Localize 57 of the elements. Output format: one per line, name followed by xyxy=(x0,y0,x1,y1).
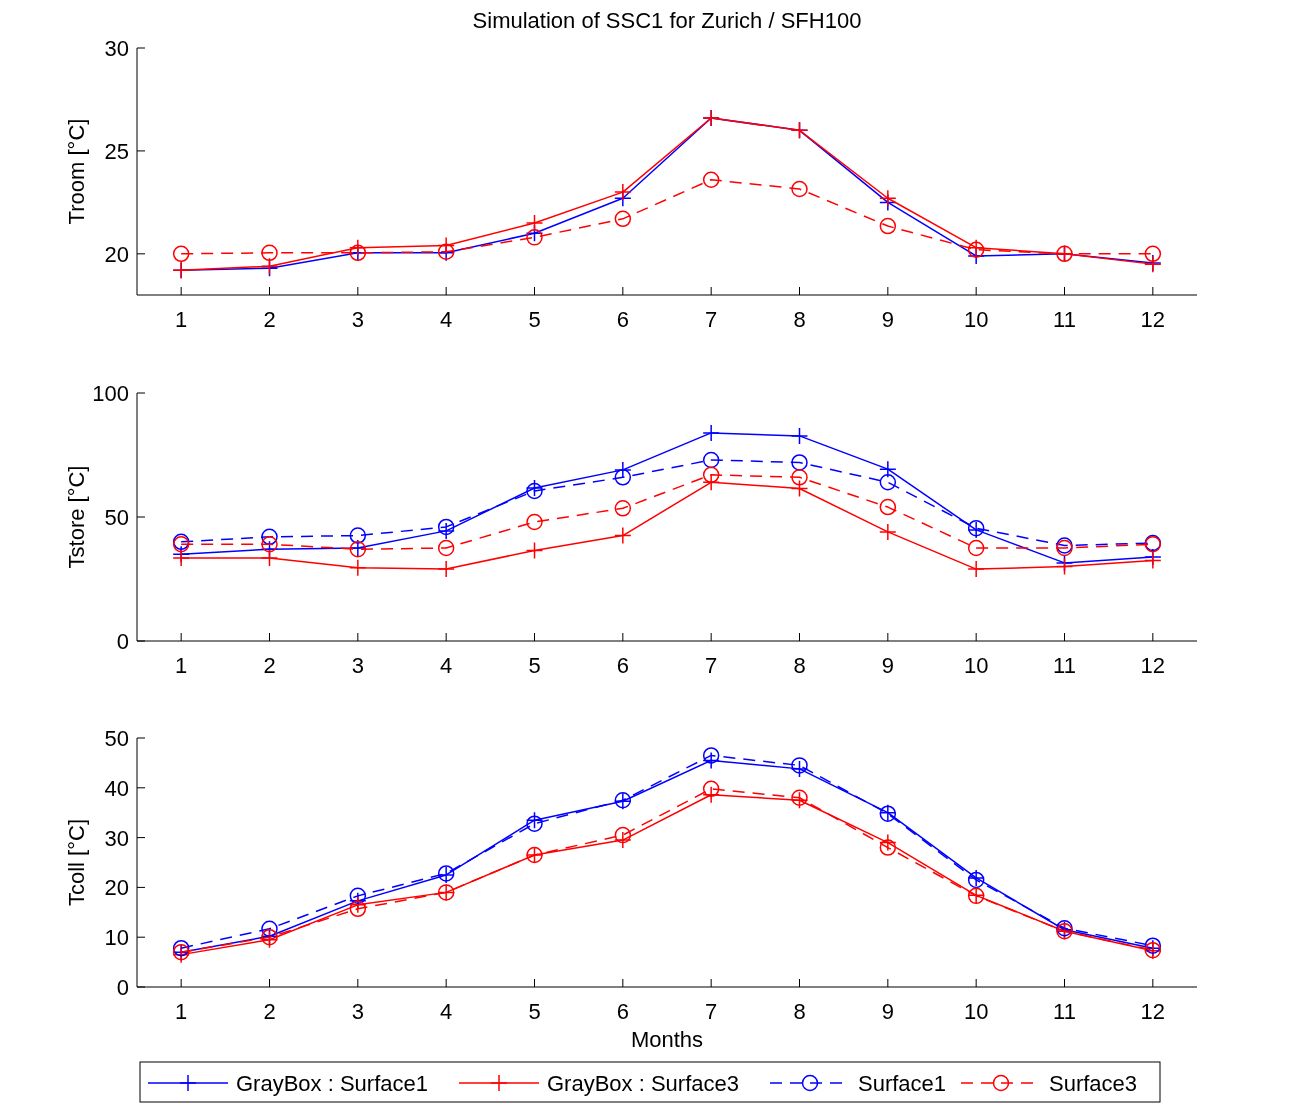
x-tick-label: 5 xyxy=(528,653,541,678)
y-tick-label: 50 xyxy=(104,505,129,530)
x-tick-label: 1 xyxy=(175,999,188,1024)
y-axis-title: Tcoll [°C] xyxy=(64,818,89,907)
chart-title: Simulation of SSC1 for Zurich / SFH100 xyxy=(472,8,862,33)
x-tick-label: 2 xyxy=(263,307,276,332)
x-tick-label: 1 xyxy=(175,653,188,678)
x-tick-label: 10 xyxy=(963,653,989,678)
x-tick-label: 7 xyxy=(705,653,718,678)
y-tick-label: 25 xyxy=(104,138,129,164)
x-tick-label: 3 xyxy=(351,307,364,332)
y-tick-label: 10 xyxy=(104,925,129,951)
x-axis-title: Months xyxy=(630,1027,704,1052)
legend-label: GrayBox : Surface3 xyxy=(547,1071,739,1096)
x-tick-label: 7 xyxy=(705,307,718,332)
y-tick-label: 100 xyxy=(92,381,129,406)
x-tick-label: 1 xyxy=(175,307,188,332)
y-axis-title: Tstore [°C] xyxy=(64,465,89,569)
x-tick-label: 12 xyxy=(1140,307,1166,332)
y-tick-label: 40 xyxy=(104,775,129,801)
x-tick-label: 12 xyxy=(1140,653,1166,678)
x-tick-label: 4 xyxy=(440,653,453,678)
y-axis-title: Troom [°C] xyxy=(64,118,89,225)
x-tick-label: 12 xyxy=(1140,999,1166,1024)
x-tick-label: 8 xyxy=(793,307,806,332)
y-tick-label: 20 xyxy=(104,241,129,267)
y-tick-label: 50 xyxy=(104,726,129,751)
x-tick-label: 9 xyxy=(881,999,894,1024)
y-tick-label: 0 xyxy=(116,975,129,1000)
x-tick-label: 2 xyxy=(263,999,276,1024)
legend-label: GrayBox : Surface1 xyxy=(236,1071,428,1096)
x-tick-label: 8 xyxy=(793,999,806,1024)
x-tick-label: 11 xyxy=(1053,307,1076,332)
x-tick-label: 9 xyxy=(881,653,894,678)
y-tick-label: 20 xyxy=(104,875,129,901)
y-tick-label: 0 xyxy=(116,629,129,654)
x-tick-label: 6 xyxy=(616,307,629,332)
x-tick-label: 6 xyxy=(616,999,629,1024)
legend-label: Surface3 xyxy=(1049,1071,1138,1096)
x-tick-label: 5 xyxy=(528,307,541,332)
y-tick-label: 30 xyxy=(104,36,129,61)
x-tick-label: 3 xyxy=(351,999,364,1024)
x-tick-label: 9 xyxy=(881,307,894,332)
x-tick-label: 11 xyxy=(1053,653,1076,678)
legend-label: Surface1 xyxy=(858,1071,947,1096)
x-tick-label: 4 xyxy=(440,999,453,1024)
x-tick-label: 8 xyxy=(793,653,806,678)
y-tick-label: 30 xyxy=(104,825,129,851)
x-tick-label: 2 xyxy=(263,653,276,678)
x-tick-label: 10 xyxy=(963,999,989,1024)
x-tick-label: 5 xyxy=(528,999,541,1024)
x-tick-label: 4 xyxy=(440,307,453,332)
x-tick-label: 7 xyxy=(705,999,718,1024)
x-tick-label: 10 xyxy=(963,307,989,332)
x-tick-label: 3 xyxy=(351,653,364,678)
x-tick-label: 6 xyxy=(616,653,629,678)
x-tick-label: 11 xyxy=(1053,999,1076,1024)
